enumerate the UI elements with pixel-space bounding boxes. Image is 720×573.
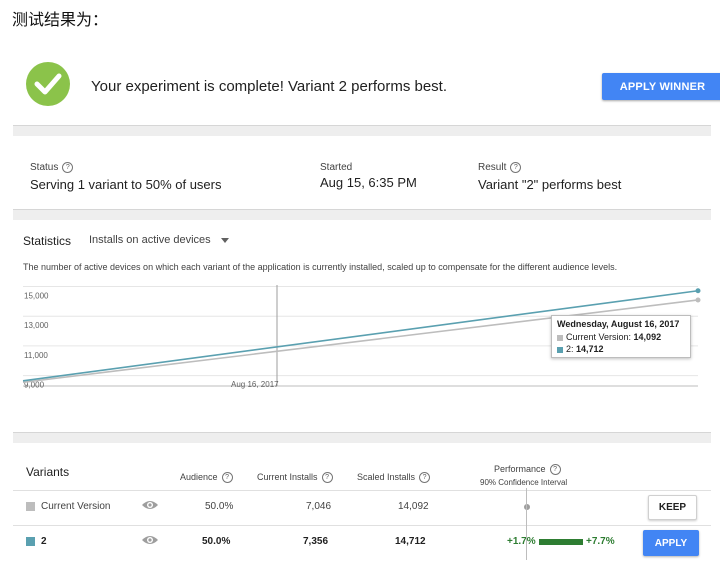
result-label: Result [478, 162, 507, 174]
help-icon[interactable]: ? [221, 472, 233, 484]
scaled-installs-header: Scaled Installs? [357, 472, 431, 484]
row-divider [13, 490, 711, 491]
status-label: Status [30, 162, 59, 174]
variants-title: Variants [26, 465, 70, 479]
check-circle-icon [26, 62, 70, 106]
help-icon[interactable]: ? [62, 162, 74, 173]
installs-chart: 15,000 13,000 11,000 9,000 Aug 16, 2017 [22, 285, 701, 390]
tooltip-series-name: Current Version [566, 332, 629, 342]
status-value: Serving 1 variant to 50% of users [30, 177, 222, 192]
experiment-complete-message: Your experiment is complete! Variant 2 p… [91, 78, 448, 95]
tooltip-row: 2: 14,712 [557, 343, 685, 355]
audience-cell: 50.0% [202, 536, 231, 547]
chart-tooltip: Wednesday, August 16, 2017 Current Versi… [551, 315, 691, 358]
performance-header: Performance? [494, 464, 561, 476]
y-tick-label: 9,000 [24, 381, 45, 390]
keep-button[interactable]: KEEP [648, 495, 697, 520]
y-tick-label: 13,000 [24, 321, 49, 330]
variant-color-swatch [26, 502, 35, 511]
variant-color-swatch [26, 537, 35, 546]
started-label: Started [320, 162, 353, 173]
scaled-installs-cell: 14,092 [398, 501, 429, 512]
series-line [22, 289, 699, 382]
result-value: Variant "2" performs best [478, 177, 622, 192]
scaled-installs-cell: 14,712 [395, 536, 426, 547]
y-tick-label: 15,000 [24, 291, 49, 300]
section-divider [13, 432, 711, 443]
ci-high-label: +7.7% [586, 536, 615, 547]
row-divider [13, 525, 711, 526]
apply-button[interactable]: APPLY [643, 530, 699, 556]
ci-low-label: +1.7% [507, 536, 536, 547]
variant-name: Current Version [41, 501, 111, 512]
status-label-wrap: Status? [30, 162, 74, 174]
tooltip-row: Current Version: 14,092 [557, 331, 685, 343]
tooltip-value: 14,092 [633, 332, 662, 342]
metric-dropdown-value: Installs on active devices [89, 234, 211, 246]
help-icon[interactable]: ? [321, 472, 333, 484]
tooltip-title: Wednesday, August 16, 2017 [557, 319, 680, 329]
help-icon[interactable]: ? [510, 162, 522, 173]
series-point [695, 288, 701, 294]
scaled-installs-header-label: Scaled Installs [357, 472, 416, 482]
help-icon[interactable]: ? [419, 472, 431, 484]
eye-icon[interactable] [141, 499, 159, 511]
current-installs-header-label: Current Installs [257, 472, 318, 482]
help-icon[interactable]: ? [549, 464, 561, 476]
x-tick-label: Aug 16, 2017 [231, 380, 279, 389]
baseline-axis [526, 488, 527, 560]
audience-cell: 50.0% [205, 501, 234, 512]
started-value: Aug 15, 6:35 PM [320, 175, 417, 190]
caret-down-icon [220, 237, 229, 243]
performance-header-label: Performance [494, 464, 546, 474]
eye-icon[interactable] [141, 534, 159, 546]
legend-swatch [557, 334, 563, 341]
statistics-title: Statistics [23, 234, 72, 248]
tooltip-series-name: 2 [566, 344, 572, 354]
current-installs-cell: 7,356 [303, 536, 329, 547]
series-line [22, 299, 699, 384]
current-installs-cell: 7,046 [306, 501, 332, 512]
tooltip-value: 14,712 [576, 344, 604, 354]
confidence-interval-subheader: 90% Confidence Interval [480, 478, 568, 487]
section-divider [13, 209, 711, 220]
section-divider [13, 125, 711, 136]
current-installs-header: Current Installs? [257, 472, 333, 484]
metric-dropdown[interactable]: Installs on active devices [89, 234, 229, 246]
apply-winner-button[interactable]: APPLY WINNER [602, 73, 720, 100]
result-label-wrap: Result? [478, 162, 522, 174]
variant-name: 2 [41, 536, 47, 547]
page-heading: 测试结果为： [12, 10, 109, 29]
legend-swatch [557, 346, 563, 353]
series-point [695, 297, 701, 303]
baseline-marker [524, 504, 530, 510]
y-tick-label: 11,000 [24, 351, 48, 360]
statistics-description: The number of active devices on which ea… [23, 262, 618, 272]
confidence-interval-bar [539, 539, 583, 545]
audience-header-label: Audience [180, 472, 218, 482]
audience-header: Audience? [180, 472, 233, 484]
